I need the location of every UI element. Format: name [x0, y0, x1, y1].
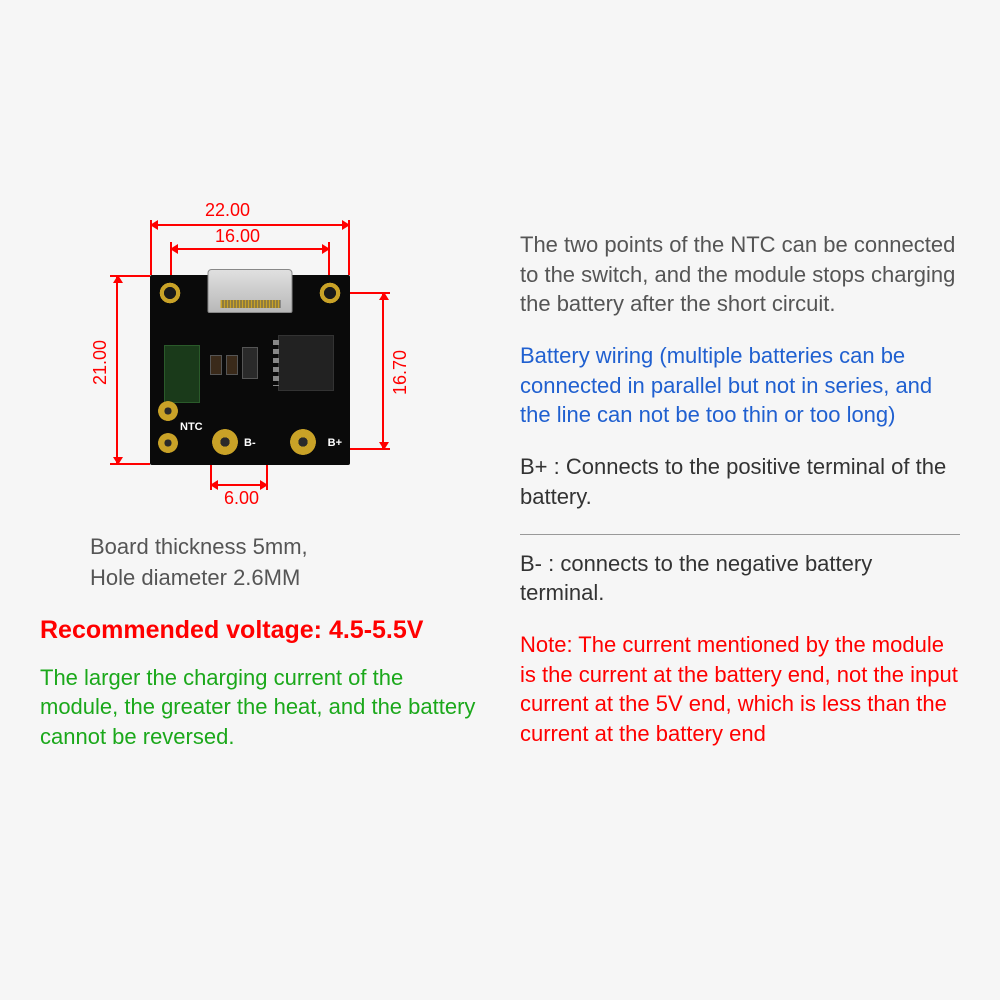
component-smd — [242, 347, 258, 379]
board-thickness-text: Board thickness 5mm, — [90, 532, 480, 563]
dim-hole-height: 16.70 — [390, 350, 411, 395]
ntc-description: The two points of the NTC can be connect… — [520, 230, 960, 319]
dim-pad-spacing: 6.00 — [224, 488, 259, 509]
divider-line — [520, 534, 960, 535]
hole-diameter-text: Hole diameter 2.6MM — [90, 563, 480, 594]
b-minus-label: B- — [520, 551, 542, 576]
pcb-dimension-diagram: 22.00 16.00 21.00 16.70 6.00 — [90, 220, 430, 520]
dim-outer-height: 21.00 — [90, 340, 111, 385]
dim-hole-width: 16.00 — [215, 226, 260, 247]
pad-b-plus — [290, 429, 316, 455]
dim-outer-width: 22.00 — [205, 200, 250, 221]
pad-ntc — [158, 401, 178, 421]
usb-port — [208, 269, 293, 313]
mounting-hole — [158, 281, 182, 305]
b-minus-description: B- : connects to the negative battery te… — [520, 549, 960, 608]
component-capacitor — [164, 345, 200, 403]
heat-warning-text: The larger the charging current of the m… — [40, 663, 480, 752]
wiring-description: Battery wiring (multiple batteries can b… — [520, 341, 960, 430]
pad-b-minus — [212, 429, 238, 455]
component-smd — [226, 355, 238, 375]
b-plus-label: B+ — [520, 454, 548, 479]
component-smd — [210, 355, 222, 375]
b-plus-description: B+ : Connects to the positive terminal o… — [520, 452, 960, 511]
current-note: Note: The current mentioned by the modul… — [520, 630, 960, 749]
component-ic — [278, 335, 334, 391]
recommended-voltage: Recommended voltage: 4.5-5.5V — [40, 616, 480, 645]
silkscreen-ntc: NTC — [180, 421, 203, 433]
pcb-board: NTC B- B+ — [150, 275, 350, 465]
pad-ntc — [158, 433, 178, 453]
silkscreen-b-minus: B- — [244, 437, 256, 449]
silkscreen-b-plus: B+ — [328, 437, 342, 449]
mounting-hole — [318, 281, 342, 305]
